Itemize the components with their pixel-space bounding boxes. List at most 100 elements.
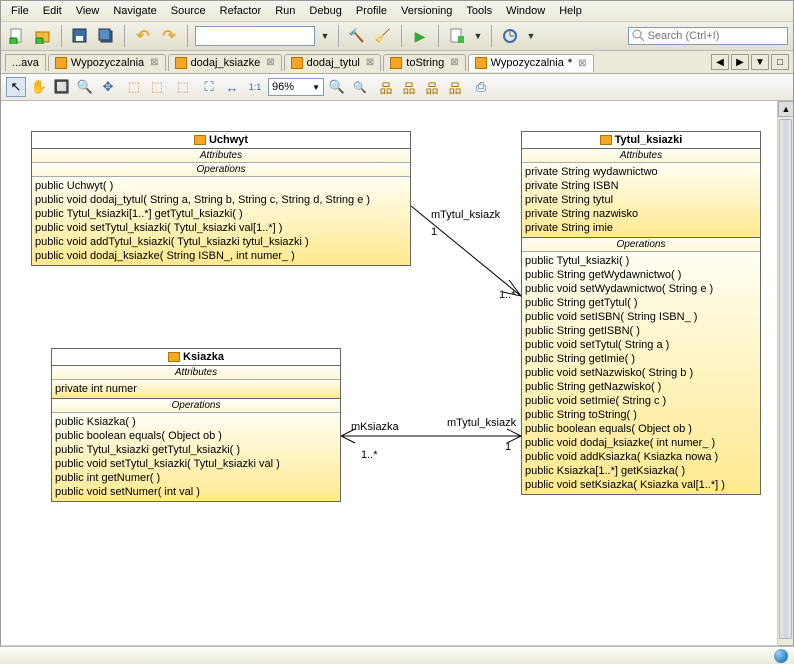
profile-icon[interactable] <box>499 25 521 47</box>
menu-refactor[interactable]: Refactor <box>214 3 268 19</box>
menu-tools[interactable]: Tools <box>460 3 498 19</box>
debug-icon[interactable] <box>446 25 468 47</box>
tab-dodaj-tytul[interactable]: dodaj_tytul⊠ <box>284 54 382 71</box>
association-label: mTytul_ksiazk <box>431 209 500 221</box>
document-tabs: ...ava Wypozyczalnia⊠ dodaj_ksiazke⊠ dod… <box>1 51 793 74</box>
class-ksiazka[interactable]: Ksiazka Attributes private int numer Ope… <box>51 348 341 502</box>
layout4-icon[interactable]: 品 <box>445 77 465 97</box>
file-icon <box>291 57 303 69</box>
tab-maximize-icon[interactable]: □ <box>771 54 789 70</box>
menu-bar: File Edit View Navigate Source Refactor … <box>1 1 793 22</box>
vertical-scrollbar[interactable]: ▲ ▼ <box>777 101 793 661</box>
menu-versioning[interactable]: Versioning <box>395 3 458 19</box>
file-icon <box>390 57 402 69</box>
menu-debug[interactable]: Debug <box>303 3 347 19</box>
globe-icon[interactable] <box>774 649 788 663</box>
class-icon <box>600 135 612 145</box>
build-icon[interactable]: 🔨 <box>346 25 368 47</box>
menu-edit[interactable]: Edit <box>37 3 68 19</box>
tab-wypozyczalnia-active[interactable]: Wypozyczalnia*⊠ <box>468 54 594 72</box>
operations-header: Operations <box>52 399 340 413</box>
operations-body: public Tytul_ksiazki( ) public String ge… <box>522 252 760 494</box>
scroll-up-icon[interactable]: ▲ <box>778 101 793 117</box>
tab-list-icon[interactable]: ▼ <box>751 54 769 70</box>
close-icon[interactable]: ⊠ <box>266 57 274 68</box>
attributes-header: Attributes <box>52 366 340 380</box>
select-tool-icon[interactable]: ↖ <box>6 77 26 97</box>
multiplicity: 1..* <box>499 289 516 301</box>
diagram-canvas[interactable]: Uchwyt Attributes Operations public Uchw… <box>1 101 793 661</box>
config-dropdown-icon[interactable]: ▼ <box>319 31 331 41</box>
debug-dropdown-icon[interactable]: ▼ <box>472 31 484 41</box>
close-icon[interactable]: ⊠ <box>450 57 458 68</box>
fit-window-icon[interactable]: ⛶ <box>199 77 219 97</box>
zoom-combo[interactable]: 96%▼ <box>268 78 324 96</box>
run-icon[interactable]: ▶ <box>409 25 431 47</box>
menu-view[interactable]: View <box>70 3 106 19</box>
menu-source[interactable]: Source <box>165 3 212 19</box>
operations-body: public Ksiazka( ) public boolean equals(… <box>52 413 340 501</box>
close-icon[interactable]: ⊠ <box>150 57 158 68</box>
class-title: Tytul_ksiazki <box>522 132 760 149</box>
menu-window[interactable]: Window <box>500 3 551 19</box>
tab-next-icon[interactable]: ▶ <box>731 54 749 70</box>
multiplicity: 1 <box>505 441 511 453</box>
new-file-icon[interactable] <box>6 25 28 47</box>
multiplicity: 1 <box>431 226 437 238</box>
goto-source-icon[interactable]: ⬚ <box>173 77 193 97</box>
tab-prev-icon[interactable]: ◀ <box>711 54 729 70</box>
search-input[interactable] <box>648 30 784 42</box>
class-icon <box>194 135 206 145</box>
menu-navigate[interactable]: Navigate <box>107 3 162 19</box>
operations-header: Operations <box>522 238 760 252</box>
tab-dodaj-ksiazke[interactable]: dodaj_ksiazke⊠ <box>168 54 282 71</box>
pan-tool-icon[interactable]: ✋ <box>29 77 49 97</box>
zoom-interactive-icon[interactable]: 🔍 <box>75 77 95 97</box>
scroll-thumb[interactable] <box>779 119 792 639</box>
attributes-header: Attributes <box>32 149 410 163</box>
close-icon[interactable]: ⊠ <box>578 58 586 69</box>
move-icon[interactable]: ✥ <box>98 77 118 97</box>
menu-help[interactable]: Help <box>553 3 588 19</box>
association-label: mKsiazka <box>351 421 399 433</box>
search-icon <box>632 29 645 43</box>
export-icon[interactable]: ⎙ <box>471 77 491 97</box>
save-icon[interactable] <box>69 25 91 47</box>
attributes-body: private int numer <box>52 380 340 399</box>
nav-back-icon[interactable]: ⬚ <box>124 77 144 97</box>
close-icon[interactable]: ⊠ <box>366 57 374 68</box>
status-bar <box>0 646 794 664</box>
profile-dropdown-icon[interactable]: ▼ <box>525 31 537 41</box>
zoom-area-icon[interactable]: 🔲 <box>52 77 72 97</box>
save-all-icon[interactable] <box>95 25 117 47</box>
tab-ava[interactable]: ...ava <box>5 54 46 71</box>
zoom-out-icon[interactable]: 🔍 <box>350 77 370 97</box>
tab-wypozyczalnia[interactable]: Wypozyczalnia⊠ <box>48 54 166 71</box>
multiplicity: 1..* <box>361 449 378 461</box>
config-combo[interactable] <box>195 26 315 46</box>
fit-width-icon[interactable]: ↔ <box>222 77 242 97</box>
layout3-icon[interactable]: 品 <box>422 77 442 97</box>
class-uchwyt[interactable]: Uchwyt Attributes Operations public Uchw… <box>31 131 411 266</box>
search-box[interactable] <box>628 27 788 45</box>
undo-icon[interactable]: ↶ <box>132 25 154 47</box>
layout2-icon[interactable]: 品 <box>399 77 419 97</box>
redo-icon[interactable]: ↷ <box>158 25 180 47</box>
menu-run[interactable]: Run <box>269 3 301 19</box>
attributes-header: Attributes <box>522 149 760 163</box>
clean-build-icon[interactable]: 🧹 <box>372 25 394 47</box>
association-label: mTytul_ksiazk <box>447 417 516 429</box>
new-project-icon[interactable] <box>32 25 54 47</box>
operations-body: public Uchwyt( ) public void dodaj_tytul… <box>32 177 410 265</box>
menu-profile[interactable]: Profile <box>350 3 393 19</box>
file-icon <box>175 57 187 69</box>
zoom-100-icon[interactable]: 1:1 <box>245 77 265 97</box>
operations-header: Operations <box>32 163 410 177</box>
tab-tostring[interactable]: toString⊠ <box>383 54 465 71</box>
nav-fwd-icon[interactable]: ⬚ <box>147 77 167 97</box>
menu-file[interactable]: File <box>5 3 35 19</box>
layout1-icon[interactable]: 品 <box>376 77 396 97</box>
zoom-in-icon[interactable]: 🔍 <box>327 77 347 97</box>
file-icon <box>55 57 67 69</box>
class-tytul-ksiazki[interactable]: Tytul_ksiazki Attributes private String … <box>521 131 761 495</box>
